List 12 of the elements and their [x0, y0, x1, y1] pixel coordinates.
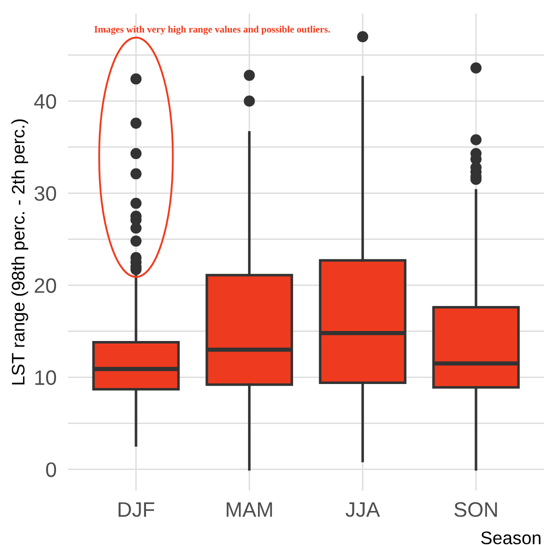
x-tick-label: DJF	[118, 502, 154, 517]
y-tick-label: 30	[34, 186, 56, 201]
annotation: Images with very high range values and possible outliers.	[94, 26, 330, 35]
x-tick-label: MAM	[226, 502, 272, 517]
y-tick-label: 0	[46, 462, 56, 478]
y-axis-title: LST range (98th perc. - 2th perc.)	[11, 119, 28, 384]
x-tick-label: SON	[454, 502, 497, 517]
y-tick-label: 40	[34, 94, 56, 109]
y-tick-label: 10	[35, 370, 56, 386]
y-tick-label: 20	[34, 278, 56, 293]
x-axis-title: Season	[481, 532, 540, 544]
x-tick-label: JJA	[346, 502, 380, 517]
